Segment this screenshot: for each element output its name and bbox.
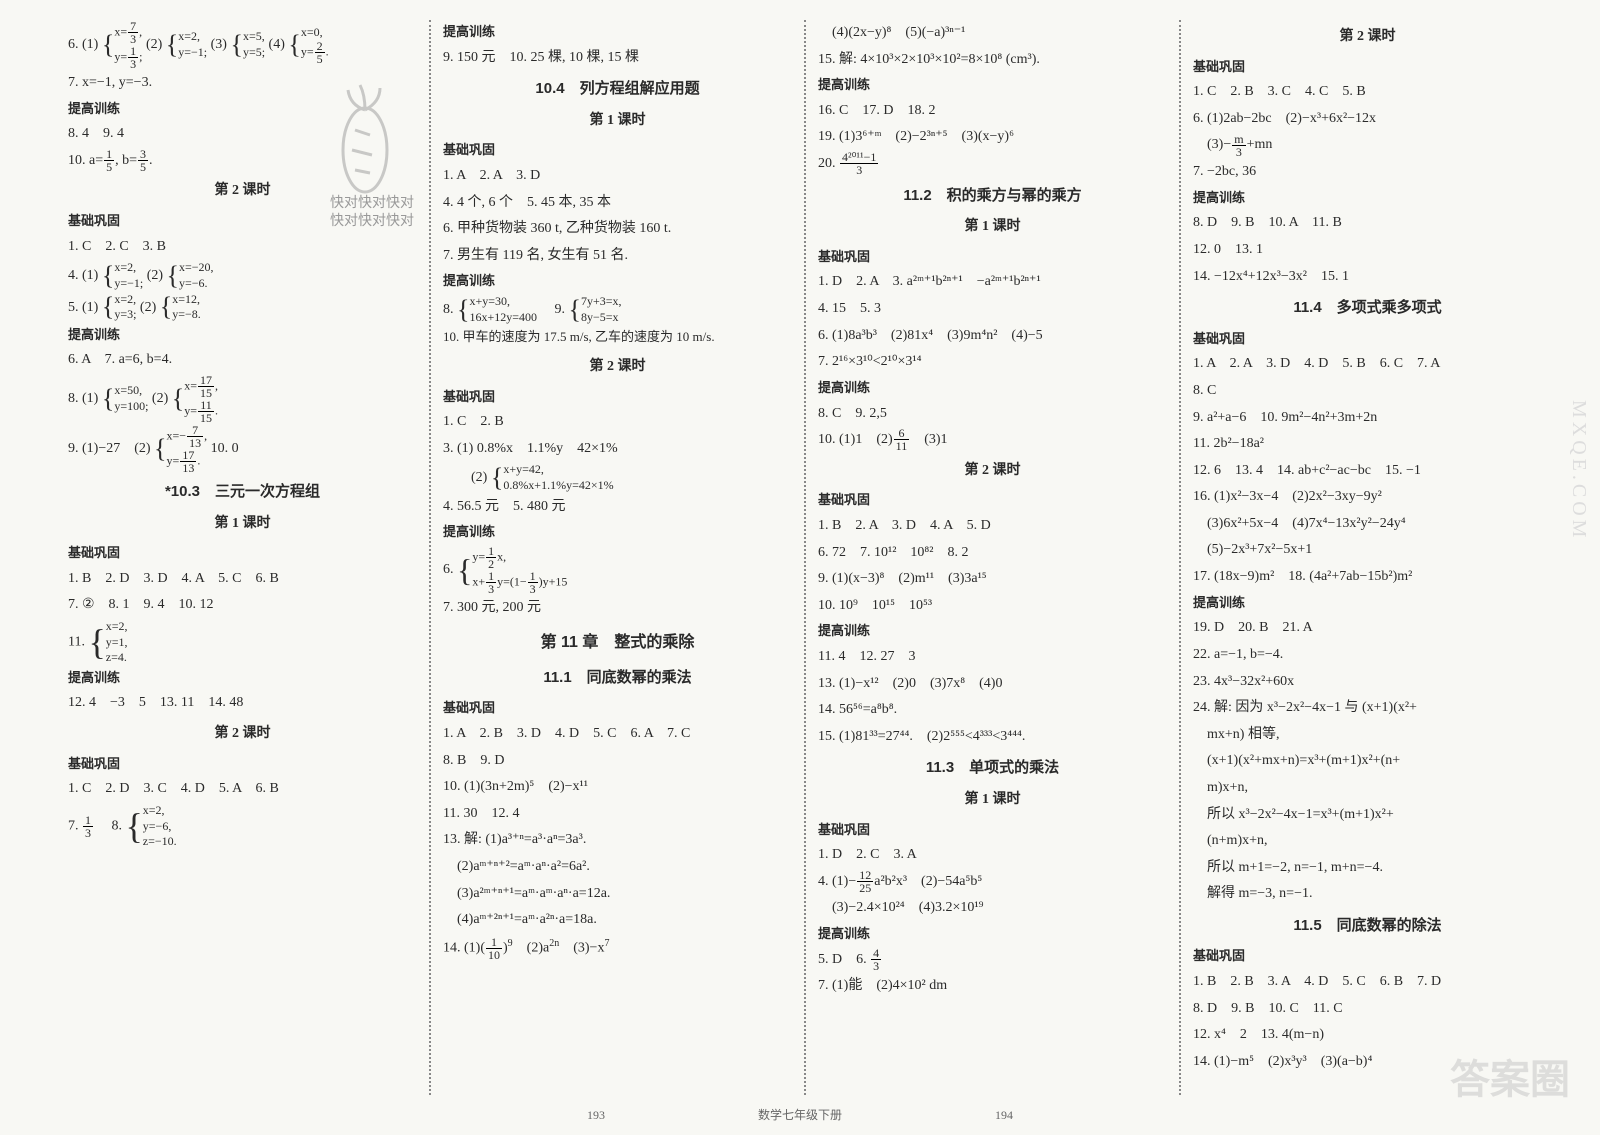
page-number-left: 193	[587, 1108, 605, 1123]
footer-title: 数学七年级下册	[758, 1108, 842, 1122]
page-footer: 193 数学七年级下册 194	[0, 1106, 1600, 1123]
column-3: (4)(2x−y)⁸ (5)(−a)³ⁿ⁻¹ 15. 解: 4×10³×2×10…	[810, 20, 1175, 1095]
page: 快对快对快对快对快对快对 MXQE.COM 答案圈 6. (1) {x=73,y…	[0, 0, 1600, 1135]
column-2: 提高训练 9. 150 元 10. 25 棵, 10 棵, 15 棵 10.4 …	[435, 20, 800, 1095]
column-divider	[429, 20, 431, 1095]
column-divider	[804, 20, 806, 1095]
column-divider	[1179, 20, 1181, 1095]
column-4: 第 2 课时 基础巩固 1. C 2. B 3. C 4. C 5. B 6. …	[1185, 20, 1550, 1095]
watermark-kuaidui: 快对快对快对快对快对快对	[330, 195, 414, 231]
watermark-right: MXQE.COM	[1567, 400, 1590, 541]
page-number-right: 194	[995, 1108, 1013, 1123]
q-label: 6.	[68, 37, 79, 52]
watermark-answer: 答案圈	[1450, 1047, 1570, 1105]
carrot-icon	[330, 80, 400, 200]
section-title: *10.3 三元一次方程组	[68, 478, 417, 507]
